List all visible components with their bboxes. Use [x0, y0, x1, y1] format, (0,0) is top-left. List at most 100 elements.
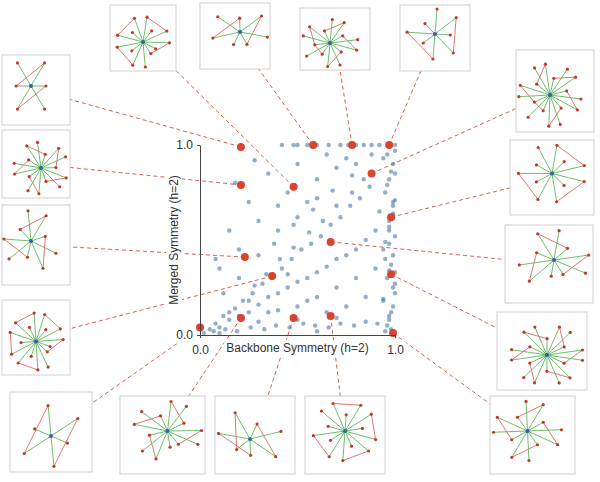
thumbnail-edge	[15, 313, 34, 323]
thumbnail-node	[558, 326, 561, 329]
thumbnail-edge	[497, 417, 527, 431]
label-patch	[174, 327, 195, 343]
thumbnail	[490, 396, 575, 474]
thumbnail-node	[59, 327, 62, 330]
thumbnail-edge	[371, 414, 375, 439]
thumbnail-edge	[54, 418, 78, 466]
thumbnail-edge	[28, 211, 31, 241]
thumbnail-node	[234, 411, 237, 414]
thumbnail-edge	[31, 216, 46, 241]
thumbnail-node	[13, 162, 16, 165]
thumbnail-node	[537, 146, 540, 149]
point	[247, 200, 251, 204]
highlight-point	[309, 141, 317, 149]
point	[344, 304, 348, 308]
thumbnail-node	[313, 43, 316, 46]
point	[334, 204, 338, 208]
point	[387, 228, 391, 232]
thumbnail-node	[36, 141, 39, 144]
thumbnail-node	[45, 214, 48, 217]
thumbnail-node	[422, 41, 425, 44]
thumbnail-hub	[550, 172, 554, 176]
thumbnail-edge	[494, 431, 528, 432]
thumbnail-edge	[168, 430, 202, 431]
thumbnail-edge	[29, 177, 39, 194]
point	[305, 299, 309, 303]
thumbnail-node	[544, 63, 547, 66]
thumbnail-node	[144, 65, 147, 68]
thumbnail-node	[312, 434, 315, 437]
thumbnail-node	[560, 428, 563, 431]
point	[389, 263, 393, 267]
point	[295, 215, 299, 219]
thumbnail-node	[54, 166, 57, 169]
thumbnail-edge	[536, 174, 552, 182]
thumbnail-node	[26, 189, 29, 192]
point	[383, 240, 387, 244]
thumbnail-edge	[21, 342, 36, 343]
thumbnail-node	[536, 232, 539, 235]
thumbnail	[505, 225, 593, 303]
thumbnail-node	[568, 376, 571, 379]
point	[393, 234, 397, 238]
point	[262, 327, 266, 331]
point	[274, 323, 278, 327]
point	[211, 329, 215, 333]
thumbnail-node	[44, 180, 47, 183]
thumbnail-node	[559, 106, 562, 109]
point	[367, 185, 371, 189]
thumbnail-edge	[557, 182, 585, 202]
thumbnail-edge	[435, 18, 456, 34]
thumbnail-edge	[322, 43, 330, 54]
thumbnail-node	[150, 29, 153, 32]
thumbnail	[2, 300, 70, 375]
thumbnail-edge	[333, 403, 345, 431]
background	[0, 0, 600, 482]
thumbnail-node	[510, 348, 513, 351]
thumbnail-edge	[15, 168, 41, 174]
point	[391, 204, 395, 208]
thumbnail-edge	[537, 84, 550, 95]
point	[256, 253, 260, 257]
thumbnail-node	[44, 84, 47, 87]
thumbnail-edge	[528, 430, 562, 431]
thumbnail-node	[528, 361, 531, 364]
thumbnail-frame	[110, 5, 176, 71]
thumbnail-node	[13, 172, 16, 175]
point	[307, 230, 311, 234]
thumbnail-edge	[219, 433, 251, 455]
thumbnail-node	[569, 331, 572, 334]
thumbnail-node	[535, 163, 538, 166]
thumbnail-hub	[39, 166, 43, 170]
thumbnail-edge	[15, 323, 36, 342]
point	[295, 162, 299, 166]
thumbnail-node	[159, 414, 162, 417]
thumbnail-edge	[240, 16, 262, 32]
point	[377, 209, 381, 213]
thumbnail-node	[133, 17, 136, 20]
thumbnail-frame	[2, 55, 70, 125]
thumbnail-edge	[18, 342, 36, 363]
thumbnail-node	[340, 50, 343, 53]
point	[391, 304, 395, 308]
thumbnail	[110, 5, 176, 71]
thumbnail-edge	[35, 429, 51, 436]
plot-area	[196, 141, 397, 337]
thumbnail-edge	[147, 17, 167, 31]
thumbnail-edge	[547, 327, 559, 355]
thumbnail-node	[76, 417, 79, 420]
point	[305, 143, 309, 147]
thumbnail	[2, 55, 70, 125]
point	[325, 152, 329, 156]
thumbnail-edge	[17, 86, 46, 109]
thumbnail-hub	[166, 429, 170, 433]
thumbnail-node	[28, 326, 31, 329]
thumbnail-node	[542, 403, 545, 406]
point	[315, 177, 319, 181]
point	[393, 143, 397, 147]
point	[338, 321, 342, 325]
thumbnail-edge	[234, 32, 240, 45]
leader-line	[36, 276, 272, 337]
point	[387, 314, 391, 318]
thumbnail-node	[563, 362, 566, 365]
